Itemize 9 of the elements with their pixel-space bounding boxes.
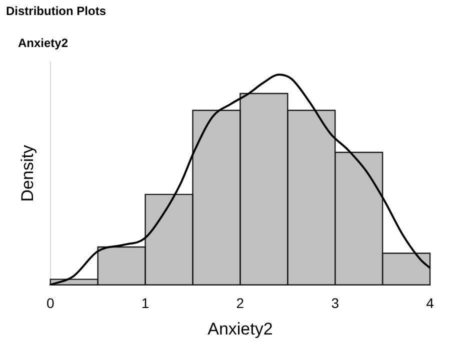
y-axis-title: Density <box>18 144 37 202</box>
chart-subtitle: Anxiety2 <box>18 36 68 50</box>
x-tick-label: 2 <box>236 295 244 312</box>
x-tick-label: 4 <box>426 295 434 312</box>
x-tick-label: 0 <box>46 295 54 312</box>
x-axis-title: Anxiety2 <box>208 319 273 338</box>
chart-title: Distribution Plots <box>6 4 106 18</box>
x-tick-label: 3 <box>331 295 340 312</box>
x-tick-label: 1 <box>141 295 150 312</box>
